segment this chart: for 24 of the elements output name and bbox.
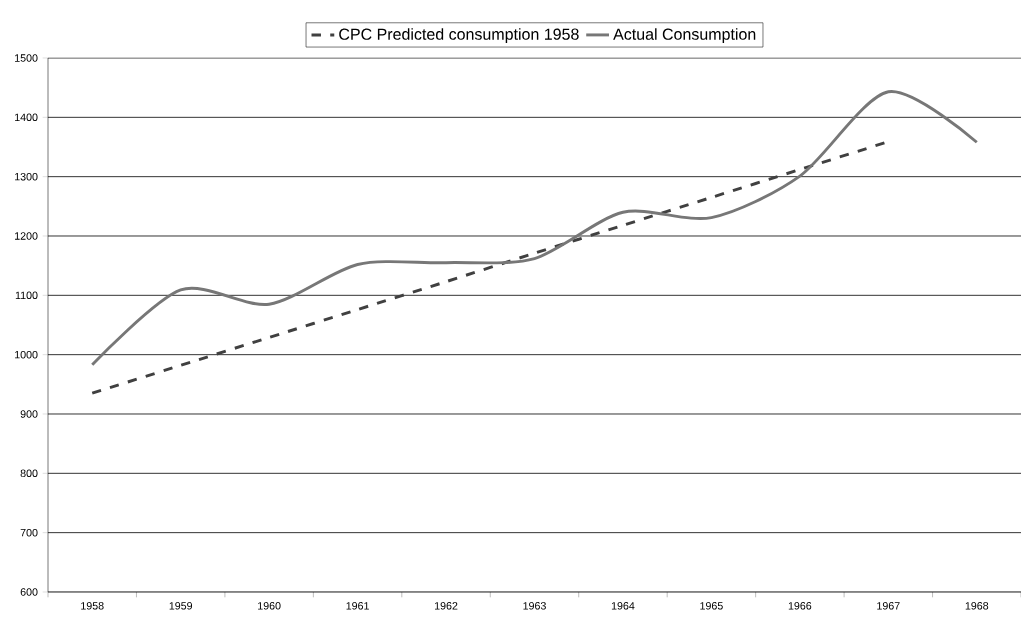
x-tick-label: 1963 bbox=[523, 602, 546, 610]
y-tick-label: 900 bbox=[20, 410, 38, 418]
x-tick-label: 1962 bbox=[435, 602, 458, 610]
y-tick-label: 1000 bbox=[15, 350, 38, 359]
y-tick-label: 1300 bbox=[15, 172, 38, 181]
legend-label: Actual Consumption bbox=[613, 28, 756, 44]
y-tick-label: 800 bbox=[20, 469, 38, 478]
x-tick-label: 1965 bbox=[700, 602, 723, 610]
y-tick-label: 1100 bbox=[15, 291, 38, 300]
x-tick-label: 1964 bbox=[611, 602, 635, 610]
y-tick-label: 1500 bbox=[15, 54, 38, 62]
y-tick-label: 1400 bbox=[15, 113, 38, 122]
legend-label: CPC Predicted consumption 1958 bbox=[339, 28, 579, 44]
y-tick-label: 700 bbox=[20, 528, 38, 537]
y-tick-label: 600 bbox=[20, 588, 38, 596]
x-tick-label: 1958 bbox=[81, 602, 104, 610]
x-tick-label: 1968 bbox=[965, 602, 989, 610]
x-tick-label: 1966 bbox=[788, 602, 812, 610]
x-tick-label: 1961 bbox=[346, 602, 369, 610]
x-tick-label: 1967 bbox=[877, 602, 900, 610]
y-tick-label: 1200 bbox=[15, 232, 38, 240]
x-tick-label: 1960 bbox=[258, 602, 281, 610]
x-tick-label: 1959 bbox=[169, 602, 193, 610]
line-series bbox=[90, 90, 979, 367]
